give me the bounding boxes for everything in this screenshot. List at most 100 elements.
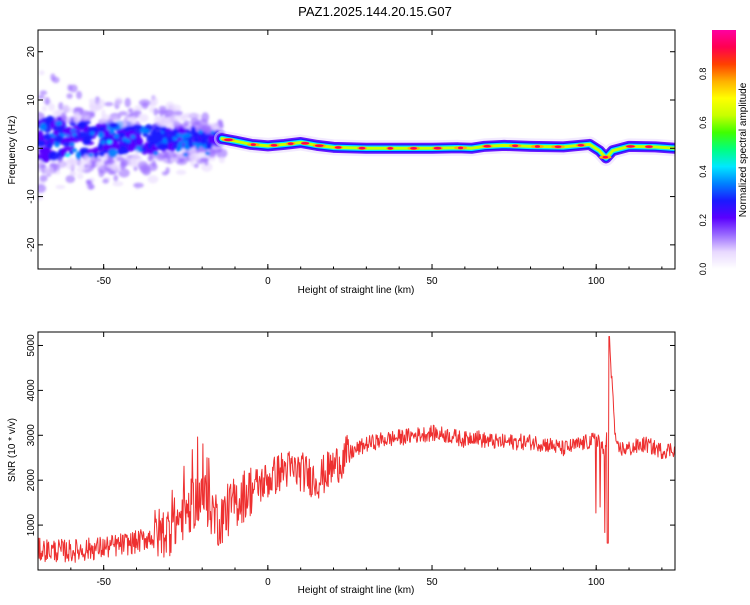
spectrogram-blob	[162, 158, 169, 164]
spectrogram-ytick-label: 0	[26, 145, 37, 151]
spectrogram-blob	[218, 123, 224, 129]
spectrogram-hotspot	[334, 146, 342, 149]
spectrogram-hotspot	[358, 146, 366, 150]
spectrogram-blob	[151, 159, 157, 168]
spectrogram-blob	[165, 167, 170, 174]
spectrogram-blob	[135, 137, 144, 147]
spectrogram-hotspot	[301, 141, 310, 145]
spectrogram-blob	[76, 173, 84, 180]
spectrogram-blob	[41, 105, 47, 112]
spectrogram-blob	[65, 175, 76, 183]
spectrogram-blob	[107, 136, 113, 141]
snr-plot	[38, 336, 675, 563]
spectrogram-blob	[69, 171, 77, 177]
spectrogram-blob	[107, 170, 116, 175]
spectrogram-xtick-label: -50	[96, 276, 111, 287]
spectrogram-blob	[63, 106, 74, 113]
spectrogram-blob	[148, 155, 154, 161]
spectrogram-blob	[139, 113, 149, 123]
spectrogram-hotspot	[512, 144, 519, 148]
spectrogram-hotspot	[534, 145, 540, 148]
snr-xtick-label: -50	[96, 577, 111, 588]
spectrogram-blob	[175, 169, 187, 175]
spectrogram-blob	[41, 153, 51, 163]
spectrogram-hotspot	[602, 155, 609, 159]
spectrogram-blob	[89, 126, 99, 133]
spectrogram-blob	[108, 143, 121, 150]
spectrogram-blob	[60, 148, 67, 157]
spectrogram-hotspot	[387, 146, 394, 150]
spectrogram-ticks: -50 0 50 100 -20 -10 0 10 20	[26, 30, 675, 287]
spectrogram-blob	[79, 110, 90, 117]
snr-ylabel: SNR (10 * v/v)	[7, 418, 18, 482]
spectrogram-blob	[142, 132, 148, 137]
spectrogram-blob	[109, 128, 115, 135]
spectrogram-blob	[62, 142, 71, 147]
colorbar-label: Normalized spectral amplitude	[738, 82, 749, 217]
spectrogram-blob	[54, 134, 63, 143]
snr-line	[38, 336, 675, 563]
colorbar: 0.0 0.2 0.4 0.6 0.8 Normalized spectral ampl…	[698, 30, 749, 275]
spectrogram-panel: -50 0 50 100 -20 -10 0 10 20 Height of straight …	[7, 29, 676, 296]
spectrogram-blob	[183, 145, 189, 150]
spectrogram-blob	[39, 90, 48, 96]
spectrogram-ylabel: Frequency (Hz)	[7, 116, 18, 185]
spectrogram-blob	[88, 153, 94, 158]
spectrogram-hotspot	[433, 146, 442, 150]
spectrogram-blob	[94, 157, 102, 162]
spectrogram-blob	[77, 120, 87, 129]
spectrogram-heatmap	[38, 70, 675, 201]
spectrogram-blob	[124, 97, 131, 108]
spectrogram-blob	[152, 128, 157, 137]
spectrogram-blob	[113, 134, 119, 139]
spectrogram-hotspot	[250, 143, 256, 146]
spectrogram-xtick-label: 100	[588, 276, 605, 287]
spectrogram-blob	[89, 112, 96, 118]
spectrogram-blob	[84, 164, 89, 169]
spectrogram-blob	[128, 108, 133, 113]
colorbar-tick-label: 0.0	[698, 263, 708, 276]
spectrogram-blob	[44, 166, 55, 175]
spectrogram-blob	[89, 131, 95, 136]
spectrogram-blob	[134, 133, 141, 139]
spectrogram-blob	[188, 153, 199, 161]
spectrogram-blob	[157, 142, 169, 151]
spectrogram-blob	[97, 131, 105, 139]
spectrogram-blob	[39, 70, 45, 76]
spectrogram-blob	[172, 121, 182, 129]
spectrogram-blob	[39, 122, 47, 132]
spectrogram-blob	[150, 96, 159, 107]
spectrogram-blobs	[38, 70, 228, 201]
spectrogram-blob	[198, 129, 204, 134]
spectrogram-blob	[104, 102, 114, 107]
spectrogram-blob	[118, 111, 128, 116]
spectrogram-blob	[172, 144, 178, 149]
spectrogram-blob	[164, 150, 176, 156]
spectrogram-hotspot	[645, 145, 653, 149]
spectrogram-blob	[52, 130, 59, 136]
spectrogram-blob	[193, 163, 199, 168]
snr-ytick-label: 1000	[26, 514, 37, 537]
spectrogram-blob	[95, 161, 104, 167]
spectrogram-blob	[38, 165, 42, 173]
spectrogram-blob	[59, 162, 66, 169]
spectrogram-hotspot	[457, 146, 464, 150]
spectrogram-blob	[158, 105, 167, 111]
spectrogram-hotspot	[270, 144, 278, 147]
spectrogram-blob	[114, 97, 123, 106]
spectrogram-frame	[37, 29, 676, 270]
spectrogram-blob	[138, 99, 151, 107]
spectrogram-blob	[73, 107, 84, 112]
spectrogram-hotspot	[577, 143, 585, 147]
spectrogram-blob	[193, 136, 200, 143]
spectrogram-blob	[169, 157, 180, 162]
spectrogram-hotspot	[410, 146, 418, 150]
spectrogram-blob	[199, 157, 210, 162]
spectrogram-blob	[153, 107, 159, 116]
spectrogram-blob	[82, 153, 90, 162]
spectrogram-blob	[38, 140, 46, 148]
spectrogram-blob	[69, 142, 75, 147]
spectrogram-blob	[89, 102, 100, 113]
spectrogram-blob	[188, 143, 194, 148]
